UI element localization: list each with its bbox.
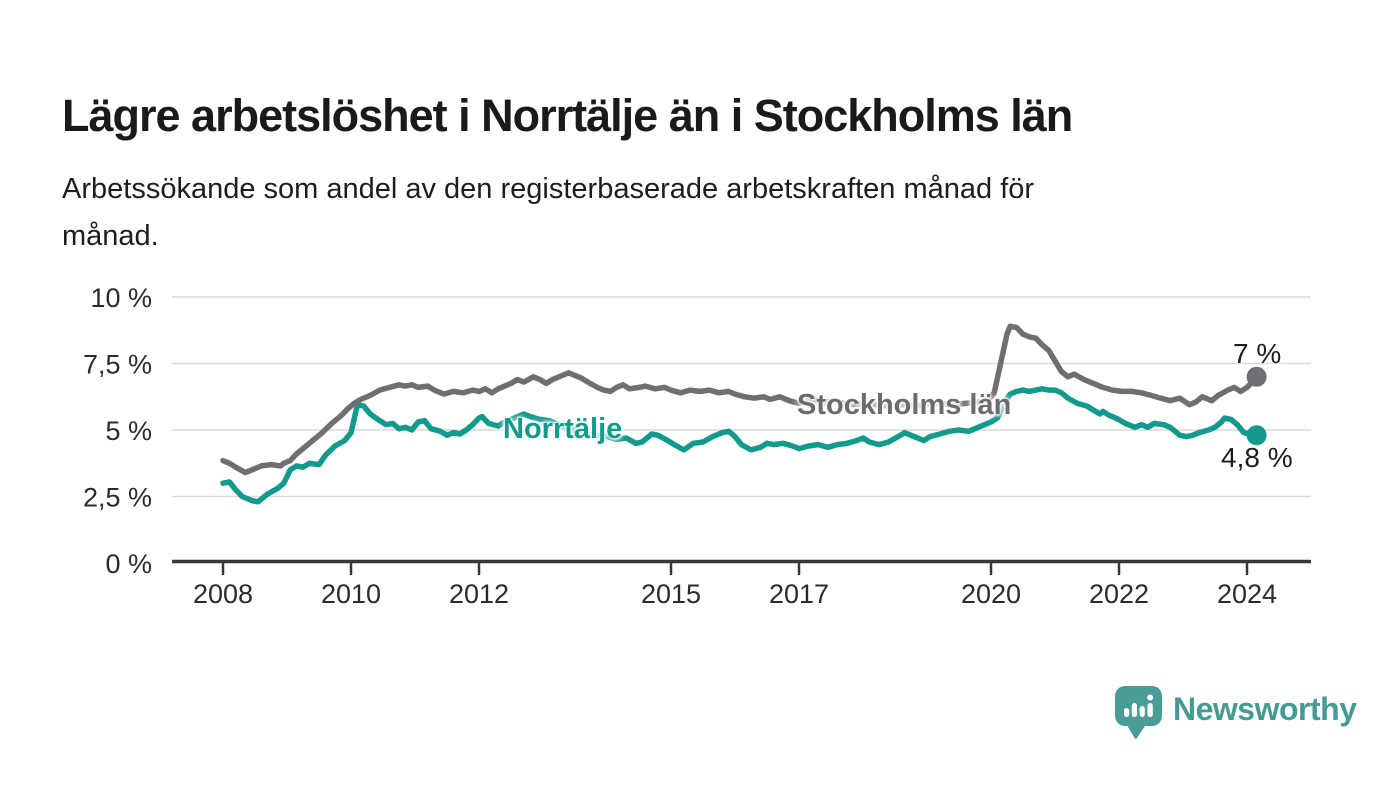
x-axis-label: 2022: [1089, 579, 1149, 609]
x-axis-label: 2020: [961, 579, 1021, 609]
subtitle-line-1: Arbetssökande som andel av den registerb…: [62, 173, 1035, 205]
series-end-dot-stockholms-lan: [1246, 366, 1267, 387]
chart-subtitle: Arbetssökande som andel av den registerb…: [62, 166, 1282, 260]
series-line-norrtalje: [220, 386, 1260, 505]
x-axis-label: 2012: [449, 579, 509, 609]
newsworthy-logo-icon: [1115, 686, 1162, 739]
y-axis-label: 5 %: [105, 416, 152, 446]
y-axis-label: 0 %: [105, 549, 152, 579]
end-value-label-stockholms-lan: 7 %: [1233, 338, 1282, 369]
y-axis-label: 2,5 %: [83, 483, 152, 513]
series-label-stockholms-lan: Stockholms län: [797, 389, 1012, 421]
x-axis-label: 2024: [1217, 579, 1277, 609]
newsworthy-wordmark: Newsworthy: [1173, 691, 1357, 727]
y-axis-label: 7,5 %: [83, 350, 152, 380]
end-value-label-norrtalje: 4,8 %: [1221, 442, 1293, 473]
x-axis-label: 2010: [321, 579, 381, 609]
x-axis-label: 2017: [769, 579, 829, 609]
series-label-norrtalje: Norrtälje: [503, 413, 623, 445]
x-axis-label: 2008: [193, 579, 253, 609]
series-line-stockholms-lan: [220, 323, 1260, 476]
subtitle-line-2: månad.: [62, 220, 159, 252]
page-title: Lägre arbetslöshet i Norrtälje än i Stoc…: [62, 90, 1073, 142]
y-axis-label: 10 %: [90, 283, 152, 313]
x-axis-label: 2015: [641, 579, 701, 609]
branding: Newsworthy: [1115, 686, 1357, 739]
series-end-dot-norrtalje: [1246, 425, 1267, 446]
